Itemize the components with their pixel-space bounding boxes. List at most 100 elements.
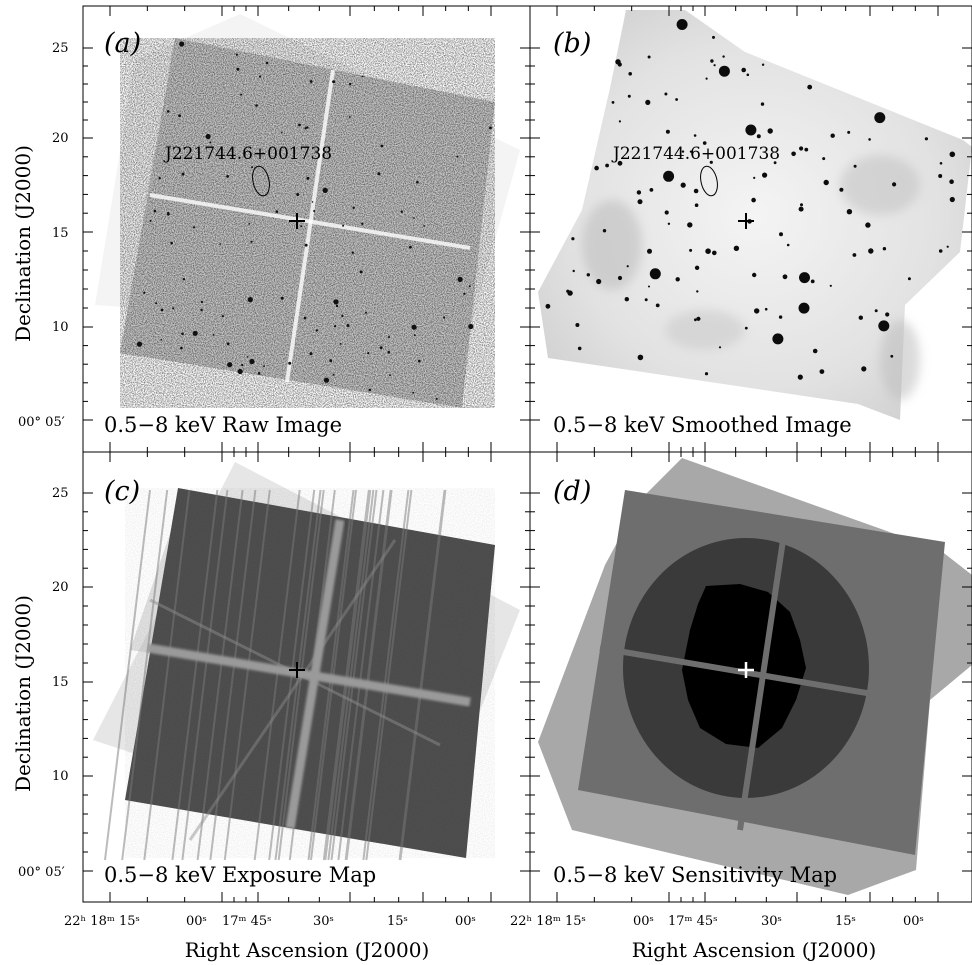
point-source xyxy=(577,346,582,351)
point-source xyxy=(712,250,717,256)
y-tick-labels-bottom: 25 20 15 10 00° 05′ xyxy=(18,486,69,880)
point-source xyxy=(181,172,185,176)
point-source xyxy=(694,265,700,270)
point-source xyxy=(298,123,301,127)
source-region-ellipse-a xyxy=(252,165,270,197)
point-source xyxy=(938,249,943,253)
point-source xyxy=(300,225,303,228)
point-source xyxy=(149,219,152,222)
x-tick-label: 22ʰ 18ᵐ 15ˢ xyxy=(64,914,140,929)
y-tick-label: 20 xyxy=(52,580,69,595)
point-source xyxy=(200,308,203,312)
y-tick-label: 25 xyxy=(52,41,69,56)
panel-letter-c: (c) xyxy=(104,476,140,507)
point-source xyxy=(705,248,711,254)
point-source xyxy=(949,196,955,203)
point-source xyxy=(361,222,364,225)
point-source xyxy=(949,151,956,158)
point-source xyxy=(617,160,623,166)
point-source xyxy=(647,248,652,254)
point-source xyxy=(626,265,629,268)
point-source xyxy=(413,334,416,337)
point-source xyxy=(798,302,810,314)
point-source xyxy=(611,101,615,104)
point-source xyxy=(380,144,384,148)
point-source xyxy=(664,92,668,96)
point-source xyxy=(665,129,670,134)
point-source xyxy=(412,391,415,394)
x-tick-label: 00ˢ xyxy=(633,914,654,929)
point-source xyxy=(255,104,258,107)
point-source xyxy=(829,284,832,287)
exposure-streak xyxy=(209,489,257,861)
x-tick-label: 15ˢ xyxy=(387,914,408,929)
point-source xyxy=(311,201,314,203)
x-tick-label: 00ˢ xyxy=(186,914,207,929)
exposure-streak xyxy=(104,489,151,861)
point-source xyxy=(846,209,853,215)
point-source xyxy=(799,272,810,284)
panel-letter-b: (b) xyxy=(553,28,591,59)
panel-caption-b: 0.5−8 keV Smoothed Image xyxy=(553,413,852,437)
point-source xyxy=(306,126,309,129)
point-source xyxy=(170,241,173,245)
point-source xyxy=(718,346,722,349)
point-source xyxy=(812,348,818,354)
point-source xyxy=(328,146,330,149)
point-source xyxy=(594,165,599,171)
raw-chip-gap-horizontal xyxy=(149,193,471,250)
point-source xyxy=(798,206,804,212)
point-source xyxy=(655,303,660,308)
point-source xyxy=(250,240,253,243)
point-source xyxy=(786,243,790,247)
point-source xyxy=(181,332,184,336)
point-source xyxy=(400,210,403,213)
point-source xyxy=(892,182,897,187)
point-source xyxy=(664,210,669,215)
point-source xyxy=(878,320,890,332)
point-source xyxy=(624,297,629,302)
point-source xyxy=(938,174,943,178)
point-source xyxy=(791,151,796,157)
point-source xyxy=(772,333,784,345)
point-source xyxy=(332,373,335,376)
point-source xyxy=(160,339,163,341)
point-source xyxy=(754,308,760,314)
x-axis-title-left: Right Ascension (J2000) xyxy=(185,938,430,962)
point-source xyxy=(468,323,474,330)
point-source xyxy=(251,166,254,169)
point-source xyxy=(192,226,196,229)
point-source xyxy=(246,356,249,358)
exposure-streak xyxy=(399,489,447,861)
point-source xyxy=(868,138,871,141)
point-source xyxy=(751,197,756,203)
point-source xyxy=(247,297,253,303)
point-source xyxy=(890,354,894,358)
point-source xyxy=(329,359,333,363)
sensitivity-chip-gap-horizontal xyxy=(599,645,921,705)
point-source xyxy=(221,315,224,318)
point-source xyxy=(349,82,352,86)
point-source xyxy=(689,150,693,153)
point-source xyxy=(709,160,713,164)
point-source xyxy=(586,273,590,277)
point-source xyxy=(463,292,466,295)
panel-b-smoothed-image: J221744.6+001738 (b) 0.5−8 keV Smoothed … xyxy=(538,10,972,437)
point-source xyxy=(489,126,492,130)
point-source xyxy=(741,67,746,73)
point-source xyxy=(702,141,707,145)
point-source xyxy=(767,128,773,134)
point-source xyxy=(760,102,765,106)
exposure-streak xyxy=(253,489,301,861)
point-source xyxy=(823,179,829,186)
point-source xyxy=(342,224,345,227)
point-source xyxy=(348,116,351,118)
point-source xyxy=(756,134,761,139)
point-source xyxy=(810,279,815,284)
point-source xyxy=(413,217,415,219)
point-source xyxy=(160,308,164,312)
point-source xyxy=(153,209,157,213)
point-source xyxy=(259,75,262,78)
point-source xyxy=(226,175,230,178)
exposure-streaks xyxy=(104,489,447,861)
